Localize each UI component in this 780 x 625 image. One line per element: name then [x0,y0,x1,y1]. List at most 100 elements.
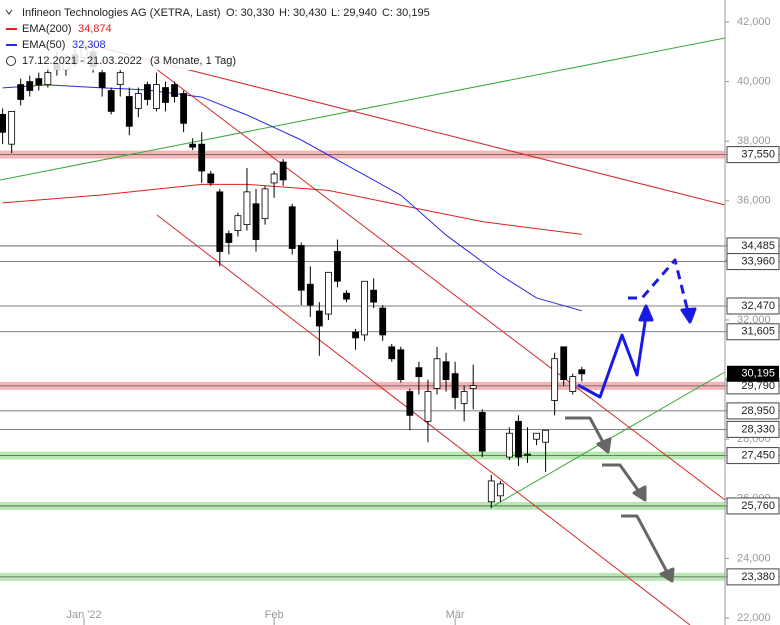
candle-body [107,90,115,112]
icon [5,9,13,15]
y-tick-label: 24,000 [737,552,771,564]
level-box [726,497,780,515]
candle-body [496,483,504,497]
candle-body [542,429,549,443]
arrow-head [596,437,612,454]
level-box [726,420,780,438]
header-bg [0,2,310,70]
candle-body [216,191,224,252]
candle-body [505,432,513,458]
legend-value: 34,874 [78,23,112,35]
candle-body [334,251,341,282]
x-tick-label: Jan '22 [66,609,101,621]
trend-line [154,67,726,501]
candle-body [125,96,133,127]
clock-icon [6,56,16,66]
candle-body [0,113,7,133]
ema-line [2,183,582,235]
candle-body [560,346,568,381]
x-tick-label: Mär [446,609,465,621]
candle-body [343,292,350,300]
level-box [726,568,780,586]
candle-body [162,87,169,103]
candle-body [8,111,16,145]
arrow-head [638,304,654,322]
level-box [726,447,780,465]
last-price-label: 30,195 [741,368,775,380]
title: Infineon Technologies AG (XETRA, Last) [22,7,221,19]
candle-body [234,215,242,231]
candle-body [98,72,106,88]
candle-body [315,310,323,327]
level-label: 25,760 [741,500,775,512]
arrow-head [632,485,647,502]
candle-body [279,161,287,181]
candle-body [361,280,369,336]
trend-line [156,214,691,625]
candle-body [379,307,387,336]
candle-body [116,72,124,85]
candle-body [352,331,359,339]
zones [0,150,780,581]
level-label: 34,485 [741,240,775,252]
candle-body [297,245,305,291]
candle-body [171,84,178,97]
axis: 22,00024,00026,00028,00030,00032,00034,0… [66,16,780,625]
y-tick-label: 22,000 [737,612,771,624]
candle-body [17,84,25,100]
legend-label: EMA(200) [22,23,72,35]
candle-body [487,480,495,503]
candle-body [261,188,269,220]
candle-body [388,346,396,360]
legend-label: EMA(50) [22,39,65,51]
y-tick-label: 32,000 [737,314,771,326]
candle-body [324,271,332,315]
scenario-arrow [621,514,669,573]
candle-body [180,93,188,124]
level-label: 32,470 [741,300,775,312]
candle-body [460,391,468,404]
candle-body [533,432,540,440]
candle-body [478,411,486,452]
trend-lines [0,37,726,625]
level-box [726,297,780,315]
y-tick-label: 40,000 [737,76,771,88]
ohlc: C: 30,195 [382,7,430,19]
trend-line [0,37,726,181]
level-box [726,253,780,271]
date-range: 17.12.2021 - 21.03.2022 [22,55,142,67]
candle-body [288,206,296,249]
level-label: 28,950 [741,405,775,417]
level-box [726,402,780,420]
candle-body [524,453,531,456]
scenario-arrow [565,416,606,445]
candle-body [153,84,160,109]
candle-body [424,391,432,422]
candle-body [578,369,586,375]
level-label: 29,790 [741,380,775,392]
candle-body [569,376,577,392]
level-label: 37,550 [741,149,775,161]
candle-body [225,233,233,243]
ohlc: O: 30,330 [226,7,274,19]
level-label: 31,605 [741,326,775,338]
candle-body [370,289,378,303]
candle-body [442,361,450,381]
candle-body [189,143,197,148]
candle-body [451,373,459,398]
candle-body [469,385,477,389]
legend-value: 32,308 [72,39,106,51]
candle-body [433,358,441,389]
forecast [565,258,697,583]
candle-body [143,84,151,100]
ohlc: H: 30,430 [279,7,327,19]
candle-body [35,78,43,85]
candle-body [252,203,260,240]
scenario-arrow [602,463,642,494]
level-label: 23,380 [741,571,775,583]
y-tick-label: 36,000 [737,195,771,207]
candle-body [551,358,559,401]
trend-line [89,44,726,206]
